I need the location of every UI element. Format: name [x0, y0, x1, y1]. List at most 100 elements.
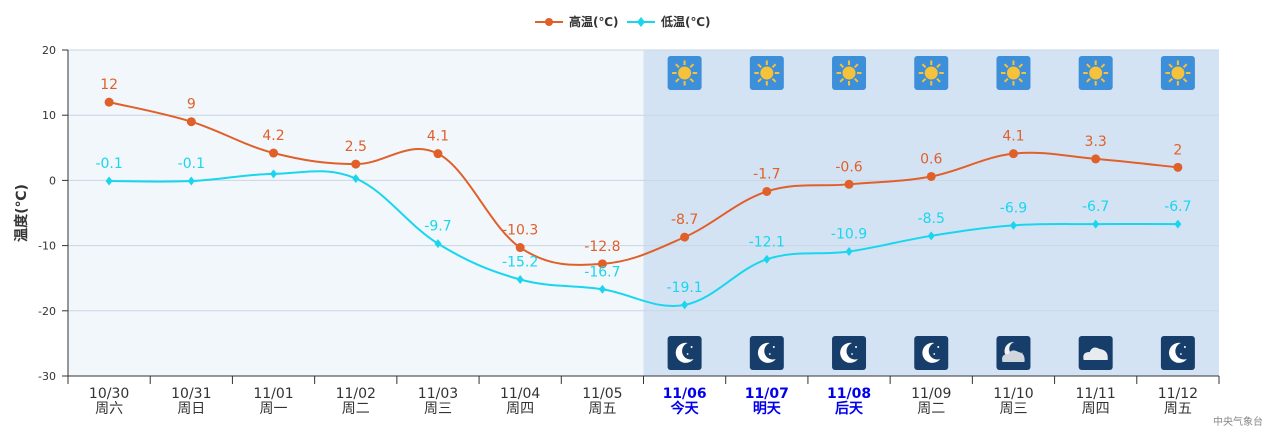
x-tick-date-label: 11/10 — [993, 386, 1033, 402]
x-tick-day-label: 周日 — [177, 401, 205, 417]
sun-icon — [749, 56, 784, 90]
low-temp-point — [845, 246, 853, 256]
high-temp-point — [269, 148, 279, 158]
high-temp-data-label: 3.3 — [1085, 134, 1107, 150]
x-tick-day-label: 周一 — [260, 401, 288, 417]
low-temp-point — [516, 275, 524, 285]
x-tick-day-label: 周二 — [917, 401, 945, 417]
low-temp-data-label: -15.2 — [502, 255, 538, 271]
legend-marker — [545, 18, 553, 26]
moon-icon — [1160, 336, 1195, 370]
high-temp-data-label: 2.5 — [345, 139, 367, 155]
low-temp-data-label: -8.5 — [918, 211, 945, 227]
x-tick-date-label: 11/01 — [253, 386, 293, 402]
low-temp-data-label: -16.7 — [584, 264, 620, 280]
high-temp-point — [597, 259, 607, 269]
x-tick-date-label: 11/08 — [827, 386, 871, 402]
x-tick-date-label: 10/31 — [171, 386, 211, 402]
low-temp-data-label: -9.7 — [424, 219, 451, 235]
low-temp-point — [681, 300, 689, 310]
low-temp-data-label: -6.7 — [1164, 199, 1191, 215]
high-temp-point — [104, 97, 114, 107]
x-tick-date-label: 11/07 — [745, 386, 789, 402]
low-temp-point — [1009, 220, 1017, 230]
moon-icon — [832, 336, 867, 370]
high-temp-point — [926, 171, 936, 181]
high-temp-point — [351, 159, 361, 169]
x-tick-date-label: 11/02 — [336, 386, 376, 402]
x-tick-day-label: 周二 — [342, 401, 370, 417]
low-temp-data-label: -6.9 — [1000, 200, 1027, 216]
high-temp-data-label: 9 — [187, 97, 196, 113]
low-temp-point — [434, 239, 442, 249]
x-tick-day-label: 后天 — [835, 400, 864, 417]
x-tick-day-label: 周五 — [588, 401, 616, 417]
y-tick-label: -20 — [38, 305, 56, 318]
x-tick-date-label: 11/04 — [500, 386, 540, 402]
high-temp-data-label: 12 — [100, 77, 118, 93]
high-temp-point — [1091, 154, 1101, 164]
legend-label: 高温(℃) — [569, 14, 619, 29]
low-temp-line — [109, 170, 1178, 307]
low-temp-data-label: -0.1 — [95, 156, 122, 172]
credit-text: 中央气象台 — [1213, 417, 1263, 428]
x-tick-date-label: 11/05 — [582, 386, 622, 402]
high-temp-data-label: -8.7 — [671, 212, 698, 228]
low-temp-point — [187, 176, 195, 186]
high-temp-data-label: -10.3 — [502, 223, 538, 239]
high-temp-point — [433, 149, 443, 159]
low-temp-data-label: -10.9 — [831, 226, 867, 242]
high-temp-point — [762, 186, 772, 196]
sun-icon — [914, 56, 949, 90]
x-tick-date-label: 11/03 — [418, 386, 458, 402]
low-temp-data-label: -0.1 — [178, 156, 205, 172]
low-temp-point — [352, 173, 360, 183]
y-tick-label: 10 — [42, 109, 56, 122]
high-temp-point — [1173, 162, 1183, 172]
high-temp-point — [186, 117, 196, 127]
y-tick-label: 0 — [49, 174, 56, 187]
y-axis-title: 温度(℃) — [13, 184, 30, 242]
high-temp-point — [515, 243, 525, 253]
x-tick-date-label: 10/30 — [89, 386, 129, 402]
sun-icon — [1160, 56, 1195, 90]
past-background — [68, 50, 644, 376]
forecast-background — [643, 50, 1219, 376]
low-temp-point — [105, 176, 113, 186]
sun-icon — [996, 56, 1031, 90]
low-temp-point — [763, 254, 771, 264]
low-temp-point — [598, 284, 606, 294]
low-temp-data-label: -6.7 — [1082, 199, 1109, 215]
legend-label: 低温(℃) — [660, 14, 711, 29]
y-tick-label: -10 — [38, 240, 56, 253]
high-temp-data-label: 0.6 — [920, 151, 942, 167]
cloud-icon — [1078, 336, 1113, 370]
low-temp-point — [1174, 219, 1182, 229]
moon-icon — [667, 336, 702, 370]
moon-icon — [749, 336, 784, 370]
high-temp-line — [108, 101, 1178, 266]
x-tick-date-label: 11/09 — [911, 386, 951, 402]
low-temp-data-label: -19.1 — [666, 280, 702, 296]
x-tick-date-label: 11/06 — [663, 386, 707, 402]
high-temp-point — [1008, 149, 1018, 159]
high-temp-data-label: 4.1 — [427, 129, 449, 145]
high-temp-data-label: -12.8 — [584, 239, 620, 255]
legend-marker — [637, 17, 645, 27]
high-temp-data-label: 4.1 — [1002, 129, 1024, 145]
x-tick-date-label: 11/11 — [1075, 386, 1115, 402]
x-tick-day-label: 今天 — [670, 400, 700, 417]
x-tick-day-label: 周四 — [506, 401, 534, 417]
high-temp-point — [844, 179, 854, 189]
x-tick-date-label: 11/12 — [1158, 386, 1198, 402]
sun-icon — [667, 56, 702, 90]
high-temp-data-label: -0.6 — [835, 159, 862, 175]
cloud-moon-icon — [996, 336, 1031, 370]
low-temp-data-label: -12.1 — [749, 234, 785, 250]
x-tick-day-label: 明天 — [753, 401, 782, 417]
moon-icon — [914, 336, 949, 370]
sun-icon — [1078, 56, 1113, 90]
high-temp-data-label: 4.2 — [262, 128, 284, 144]
low-temp-point — [270, 169, 278, 179]
